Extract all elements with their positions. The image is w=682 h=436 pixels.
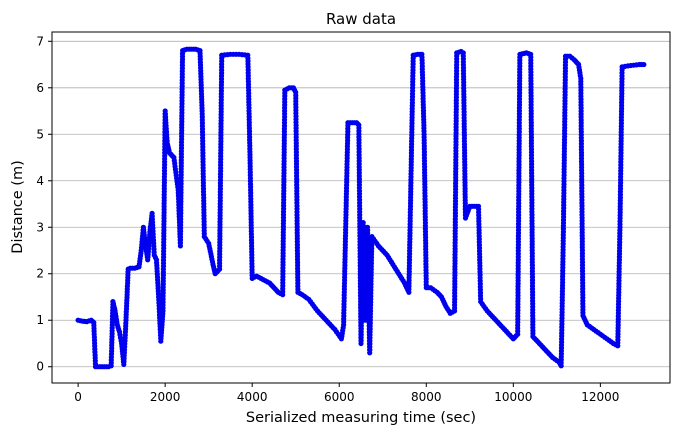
x-axis-title: Serialized measuring time (sec) <box>246 410 476 426</box>
x-axis: 0 2000 4000 6000 8000 10000 12000 <box>74 383 619 404</box>
y-tick-label: 0 <box>36 360 44 374</box>
y-tick-label: 3 <box>36 220 44 234</box>
y-tick-label: 4 <box>36 174 44 188</box>
plot-frame <box>51 31 671 384</box>
data-point <box>641 61 647 68</box>
x-tick-label: 6000 <box>324 390 355 404</box>
x-tick-label: 8000 <box>411 390 442 404</box>
y-tick-label: 1 <box>36 313 44 327</box>
series-layer <box>75 46 647 370</box>
y-tick-label: 5 <box>36 127 44 141</box>
x-tick-label: 4000 <box>237 390 268 404</box>
x-tick-label: 12000 <box>581 390 619 404</box>
x-tick-label: 10000 <box>494 390 532 404</box>
x-tick-label: 2000 <box>150 390 181 404</box>
y-tick-label: 6 <box>36 81 44 95</box>
y-axis: 0 1 2 3 4 5 6 7 <box>36 34 52 374</box>
y-tick-label: 2 <box>36 267 44 281</box>
x-tick-label: 0 <box>74 390 82 404</box>
chart-title: Raw data <box>326 10 396 28</box>
y-tick-label: 7 <box>36 34 44 48</box>
y-axis-title: Distance (m) <box>10 160 26 253</box>
